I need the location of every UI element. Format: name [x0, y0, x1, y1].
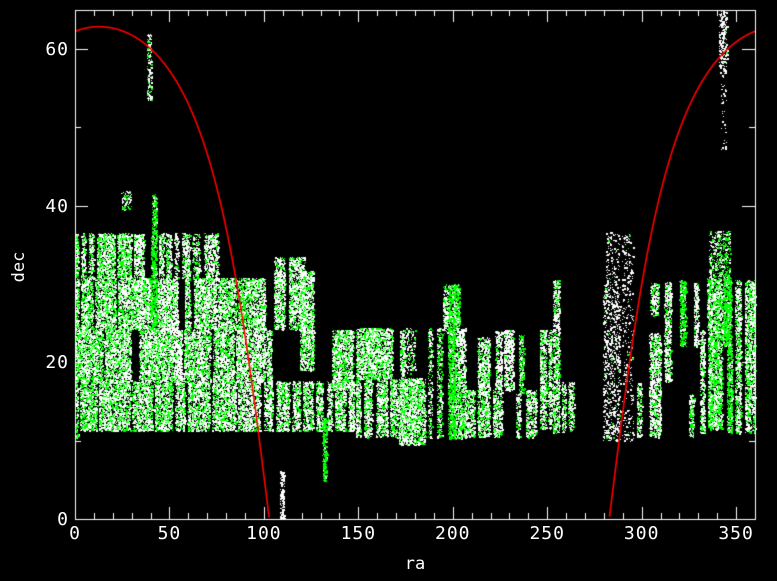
x-tick-label: 350 — [718, 523, 754, 544]
x-tick-label: 200 — [435, 523, 471, 544]
x-tick-label: 150 — [340, 523, 377, 544]
y-tick-label: 20 — [45, 352, 69, 374]
x-tick-label: 50 — [157, 523, 182, 544]
x-tick-label: 300 — [623, 523, 660, 544]
x-tick-label: 100 — [246, 523, 282, 544]
x-axis-label: ra — [404, 554, 426, 574]
x-tick-label: 0 — [69, 523, 81, 544]
x-tick-label: 250 — [529, 523, 565, 544]
y-axis-label: dec — [9, 251, 29, 283]
y-tick-label: 40 — [45, 195, 69, 217]
y-tick-label: 60 — [45, 39, 69, 61]
y-tick-label: 0 — [57, 509, 69, 530]
